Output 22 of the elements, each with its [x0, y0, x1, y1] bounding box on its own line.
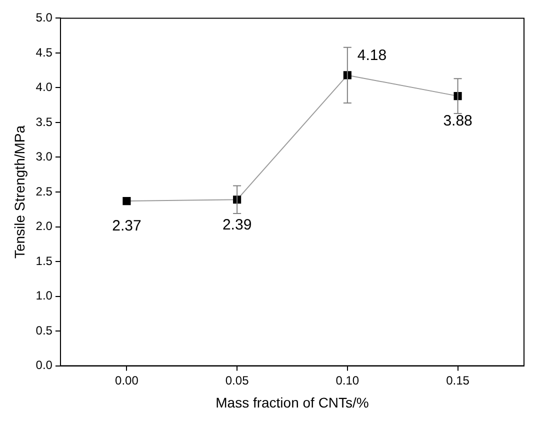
y-axis-title: Tensile Strength/MPa	[11, 125, 28, 259]
y-tick-label: 1.0	[36, 288, 53, 303]
point	[122, 197, 131, 206]
x-tick-label: 0.00	[115, 373, 139, 388]
x-tick-label: 0.10	[336, 373, 360, 388]
data-label: 3.88	[443, 112, 472, 130]
x-tick-label: 0.05	[225, 373, 250, 388]
data-label: 2.37	[112, 218, 142, 235]
x-axis-title: Mass fraction of CNTs/%	[216, 394, 369, 410]
y-tick-label: 4.5	[36, 45, 53, 60]
y-tick-label: 2.5	[36, 184, 53, 198]
y-tick-label: 3.0	[36, 150, 53, 164]
y-tick-label: 0.5	[36, 323, 53, 338]
data-label: 2.39	[222, 216, 252, 234]
y-tick-label: 3.5	[36, 114, 53, 129]
y-tick-label: 4.0	[36, 80, 53, 94]
x-tick-label: 0.15	[446, 373, 470, 388]
y-tick-label: 0.0	[36, 358, 53, 372]
y-tick-label: 5.0	[36, 10, 53, 25]
y-tick-label: 1.5	[36, 254, 53, 268]
y-tick-label: 2.0	[36, 219, 53, 234]
data-label: 4.18	[357, 46, 387, 64]
